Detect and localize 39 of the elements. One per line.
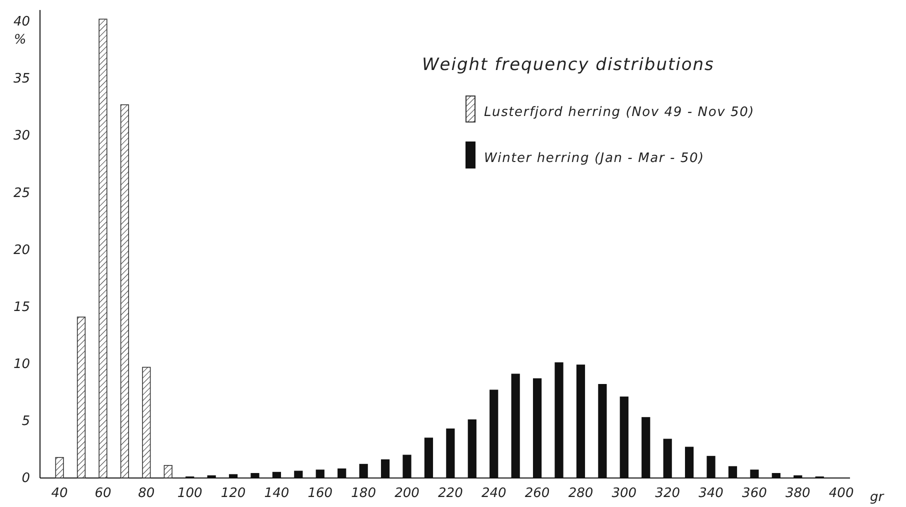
x-tick-label: 160 — [308, 486, 333, 502]
x-tick-label: 60 — [94, 486, 112, 502]
x-tick-label: 400 — [828, 486, 854, 502]
x-tick-label: 320 — [655, 486, 680, 502]
legend-title: Weight frequency distributions — [422, 55, 714, 75]
y-tick-label: 20 — [13, 242, 30, 258]
x-tick-label: 220 — [438, 486, 463, 502]
x-tick-label: 40 — [51, 486, 68, 502]
x-tick-label: 340 — [698, 486, 724, 502]
x-tick-label: 100 — [177, 486, 202, 502]
x-tick-label: 380 — [785, 486, 810, 502]
y-axis-title: % — [14, 32, 26, 48]
x-tick-label: 200 — [394, 486, 420, 502]
x-tick-label: 300 — [612, 486, 637, 502]
y-tick-label: 25 — [13, 186, 30, 201]
y-tick-label: 30 — [13, 128, 30, 144]
y-tick-label: 10 — [13, 357, 30, 372]
x-tick-label: 260 — [524, 486, 550, 502]
bar — [142, 366, 151, 478]
y-tick-label: 40 — [13, 14, 30, 30]
bar — [76, 316, 86, 478]
legend-label: Winter herring (Jan - Mar - 50) — [484, 151, 704, 166]
x-axis-title: gr — [870, 490, 886, 505]
bar — [55, 457, 64, 478]
bar — [98, 18, 108, 478]
y-tick-label: 15 — [13, 300, 30, 315]
x-tick-label: 280 — [568, 486, 594, 502]
x-tick-label: 120 — [220, 486, 246, 502]
y-tick-label: 35 — [13, 72, 30, 87]
x-tick-label: 80 — [138, 486, 155, 502]
x-tick-label: 240 — [481, 486, 506, 502]
y-tick-label: 5 — [22, 414, 30, 430]
x-tick-label: 180 — [351, 486, 376, 502]
y-tick-label: 0 — [22, 471, 30, 486]
x-tick-label: 360 — [742, 486, 767, 502]
bar — [164, 465, 172, 478]
bar — [120, 104, 129, 478]
x-tick-label: 140 — [264, 486, 290, 502]
legend-label: Lusterfjord herring (Nov 49 - Nov 50) — [484, 105, 755, 120]
